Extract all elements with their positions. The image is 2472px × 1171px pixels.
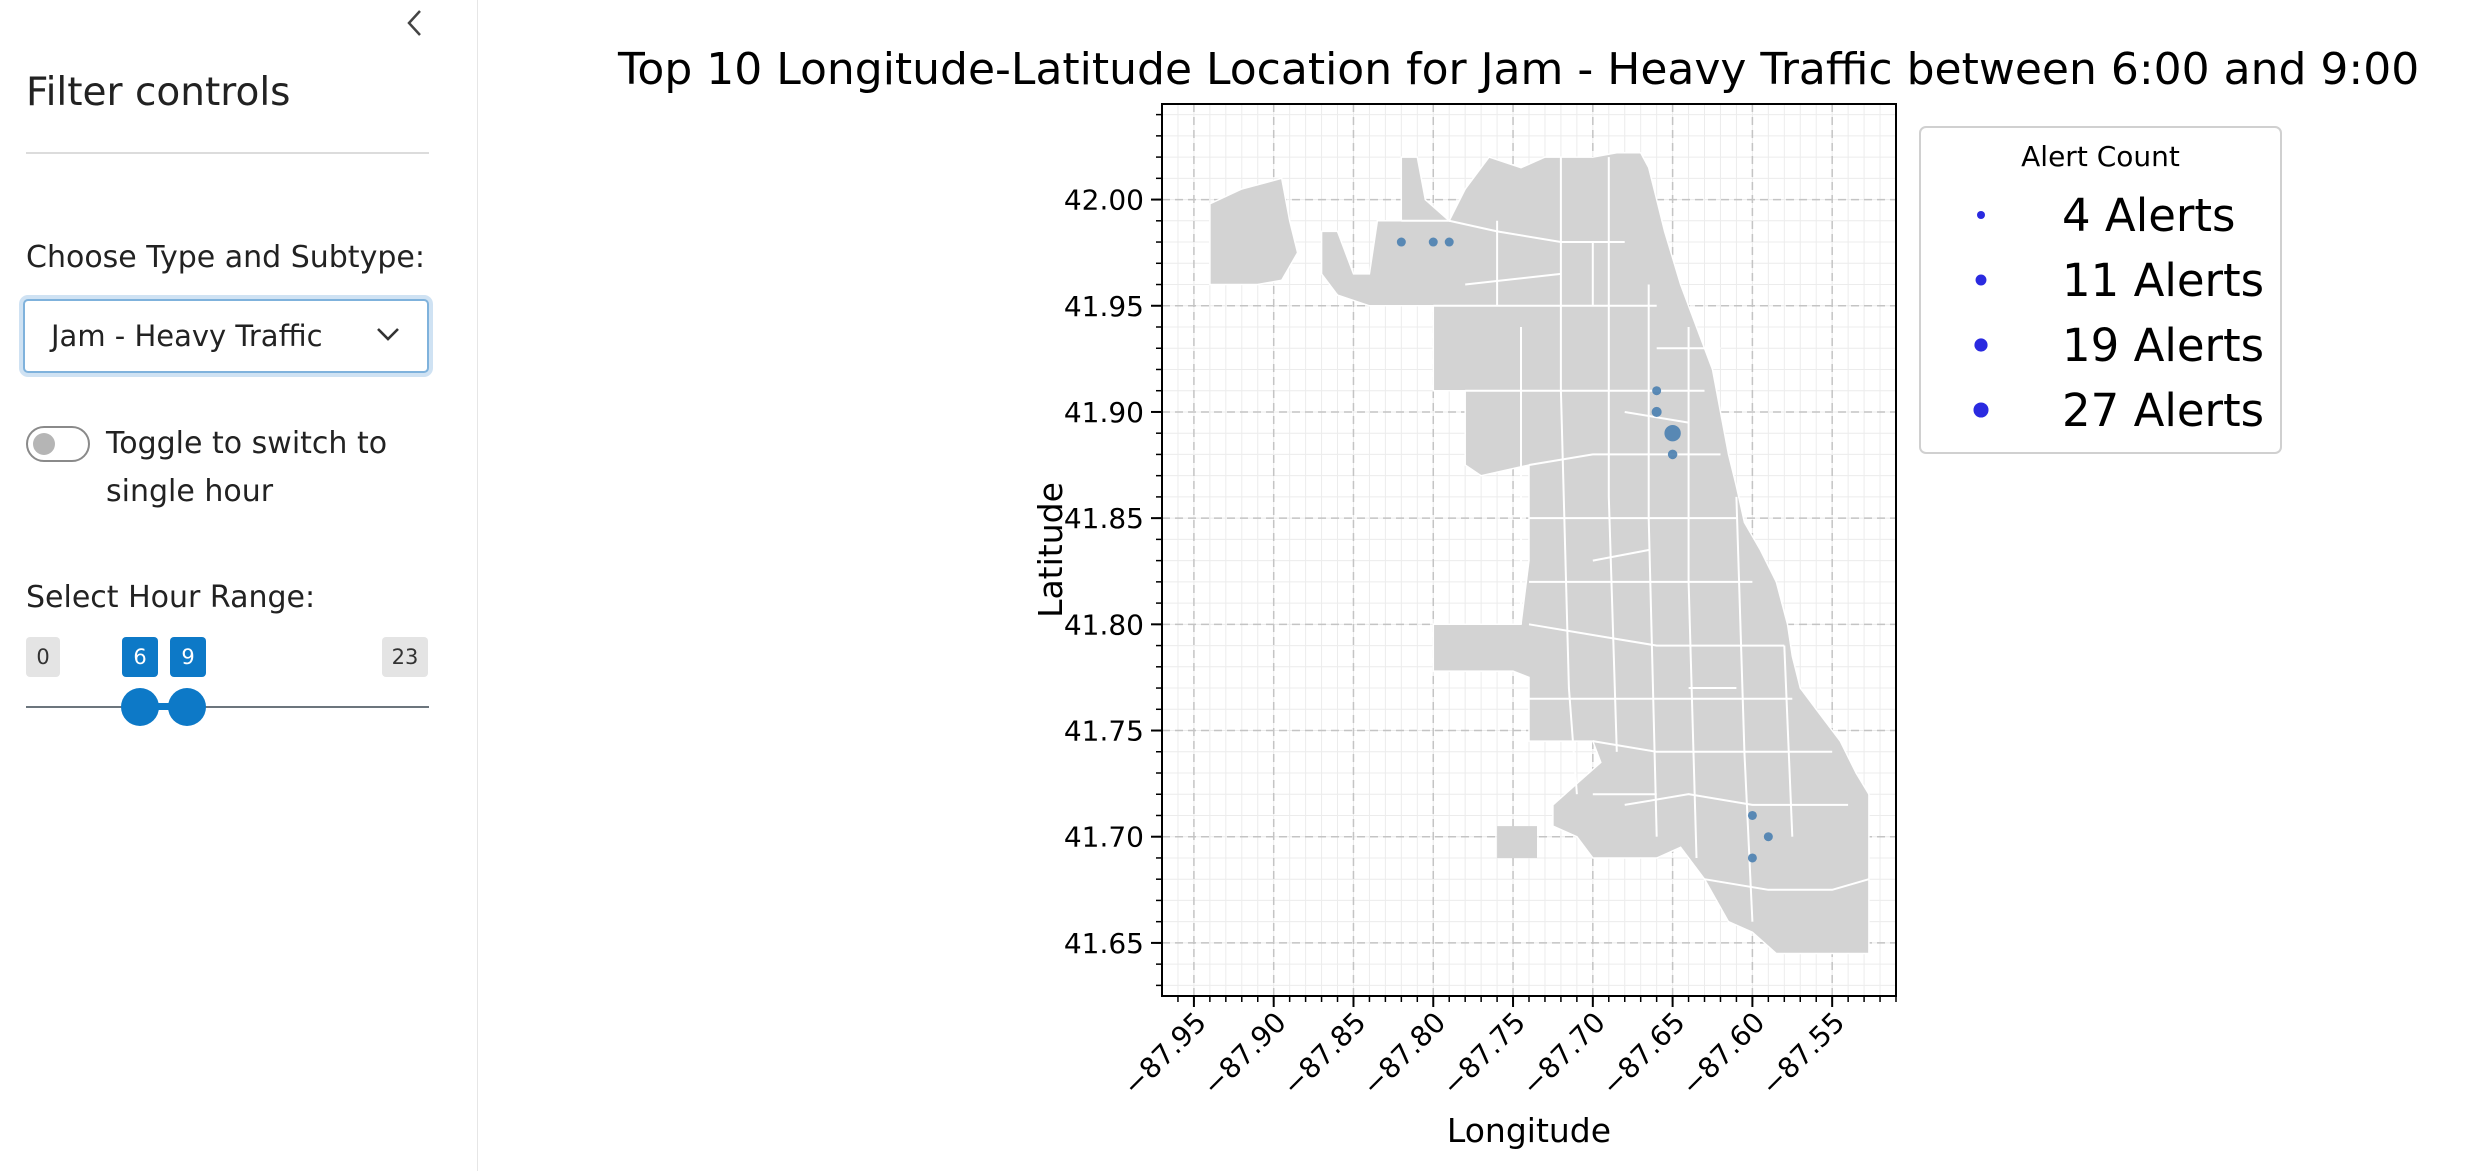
alert-point xyxy=(1396,237,1406,247)
sidebar: Filter controls Choose Type and Subtype:… xyxy=(0,0,478,1171)
single-hour-toggle[interactable] xyxy=(26,426,90,462)
legend-title: Alert Count xyxy=(2021,140,2180,173)
legend-entry-label: 11 Alerts xyxy=(2062,254,2264,307)
map-city-area xyxy=(1320,152,1870,955)
x-tick-label: −87.60 xyxy=(1675,1006,1772,1103)
sidebar-divider xyxy=(26,152,429,154)
y-tick-label: 41.65 xyxy=(1064,927,1144,960)
map-boundary xyxy=(1735,496,1754,922)
map-boundary xyxy=(1687,327,1698,859)
x-tick-label: −87.95 xyxy=(1116,1006,1213,1103)
hour-slider-track[interactable] xyxy=(26,706,429,708)
map-boundary xyxy=(1465,272,1562,286)
y-tick-label: 41.90 xyxy=(1064,396,1144,429)
map-ohare-area xyxy=(1209,177,1299,286)
alert-point xyxy=(1667,449,1678,460)
toggle-knob xyxy=(33,433,55,455)
chevron-left-icon xyxy=(407,10,421,36)
y-tick-label: 41.85 xyxy=(1064,502,1144,535)
toggle-label: Toggle to switch to single hour xyxy=(106,426,388,509)
map-boundary xyxy=(1624,411,1689,424)
map-boundary xyxy=(1592,549,1649,562)
y-tick-label: 41.95 xyxy=(1064,290,1144,323)
legend-marker xyxy=(1973,402,1989,418)
hour-slider-high-handle[interactable] xyxy=(168,688,206,726)
x-tick-label: −87.80 xyxy=(1356,1006,1453,1103)
legend-marker xyxy=(1975,274,1987,286)
chevron-down-icon xyxy=(377,328,399,341)
legend-marker xyxy=(1977,211,1985,219)
legend-marker xyxy=(1974,338,1988,352)
x-tick-label: −87.90 xyxy=(1196,1006,1293,1103)
x-tick-label: −87.75 xyxy=(1435,1006,1532,1103)
alert-point xyxy=(1664,425,1681,442)
x-tick-label: −87.55 xyxy=(1755,1006,1852,1103)
map-boundary xyxy=(1783,645,1794,837)
map-boundary xyxy=(1607,157,1618,752)
x-axis-label: Longitude xyxy=(1447,1111,1611,1150)
y-tick-label: 41.80 xyxy=(1064,608,1144,641)
slider-min-label: 0 xyxy=(26,637,60,677)
sidebar-title: Filter controls xyxy=(26,70,291,115)
chicago-community-map xyxy=(1209,152,1870,955)
legend-entry-label: 27 Alerts xyxy=(2062,384,2264,437)
y-tick-label: 41.75 xyxy=(1064,715,1144,748)
alert-point xyxy=(1651,406,1662,417)
alert-point xyxy=(1747,853,1757,863)
y-tick-label: 42.00 xyxy=(1064,184,1144,217)
x-tick-label: −87.70 xyxy=(1515,1006,1612,1103)
legend-entry-label: 4 Alerts xyxy=(2062,189,2236,242)
collapse-sidebar-button[interactable] xyxy=(398,6,432,40)
map-boundary xyxy=(1647,284,1658,837)
legend-box xyxy=(1919,126,2282,454)
x-tick-label: −87.65 xyxy=(1595,1006,1692,1103)
y-tick-label: 41.70 xyxy=(1064,821,1144,854)
type-label: Choose Type and Subtype: xyxy=(26,240,425,275)
map-boundary xyxy=(1704,878,1870,891)
map-small-area xyxy=(1497,826,1537,858)
alert-point xyxy=(1444,237,1454,247)
type-subtype-select[interactable]: Jam - Heavy Traffic xyxy=(23,299,429,373)
x-tick-label: −87.85 xyxy=(1276,1006,1373,1103)
slider-low-value: 6 xyxy=(122,637,158,677)
chart-title: Top 10 Longitude-Latitude Location for J… xyxy=(618,44,2420,95)
map-boundary xyxy=(1528,623,1785,647)
slider-max-label: 23 xyxy=(382,637,428,677)
hour-slider-range xyxy=(140,703,187,710)
map-boundary xyxy=(1592,740,1833,753)
alert-point xyxy=(1747,810,1757,820)
legend-entry-label: 19 Alerts xyxy=(2062,319,2264,372)
alert-point xyxy=(1763,832,1773,842)
y-axis-label: Latitude xyxy=(1031,482,1070,618)
hour-range-label: Select Hour Range: xyxy=(26,580,316,615)
type-subtype-value: Jam - Heavy Traffic xyxy=(51,319,323,353)
hour-slider-low-handle[interactable] xyxy=(121,688,159,726)
chart-area: Top 10 Longitude-Latitude Location for J… xyxy=(480,0,2472,1171)
map-chart: −87.95−87.90−87.85−87.80−87.75−87.70−87.… xyxy=(1031,103,2282,1150)
slider-high-value: 9 xyxy=(170,637,206,677)
alert-point xyxy=(1428,237,1438,247)
alert-point xyxy=(1652,386,1662,396)
